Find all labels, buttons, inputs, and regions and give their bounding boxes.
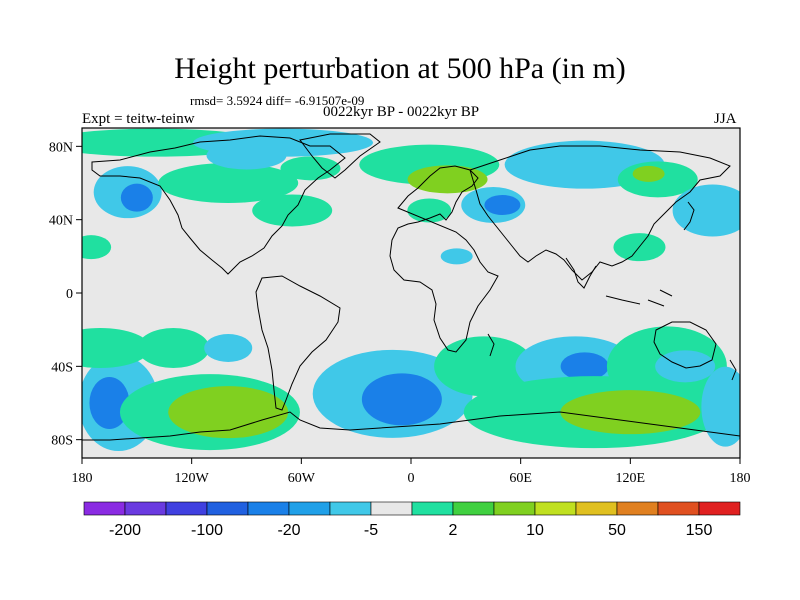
contour-region — [632, 165, 665, 182]
coastline-new-zealand — [729, 359, 737, 381]
coastline-north-america — [91, 135, 346, 275]
colorbar-swatch — [698, 501, 741, 516]
coastline-asia — [469, 145, 731, 281]
colorbar-label: 2 — [449, 522, 458, 539]
colorbar-swatch — [657, 501, 700, 516]
contour-region — [89, 377, 130, 429]
contour-region — [158, 163, 299, 203]
lat-tick-label: 80S — [51, 434, 73, 449]
coastline-south-america — [255, 275, 341, 411]
coastlines — [82, 133, 740, 441]
lon-tick-label: 60W — [288, 471, 316, 486]
coastline-japan — [683, 201, 695, 231]
lon-tick-label: 60E — [509, 471, 532, 486]
colorbar-swatch — [411, 501, 454, 516]
colorbar-swatch — [165, 501, 208, 516]
experiment-label: Expt = teitw-teinw — [82, 111, 195, 127]
colorbar-swatch — [370, 501, 413, 516]
colorbar-swatch — [329, 501, 372, 516]
colorbar-swatch — [124, 501, 167, 516]
coastline-australia — [653, 321, 717, 369]
lon-tick-label: 0 — [408, 471, 415, 486]
coastline-india — [565, 257, 597, 289]
season-label: JJA — [714, 111, 737, 127]
colorbar-label: -200 — [109, 522, 141, 539]
contour-region — [168, 386, 289, 439]
contour-region — [560, 352, 609, 381]
colorbar-swatch — [288, 501, 331, 516]
colorbar-label: 50 — [608, 522, 626, 539]
lon-tick-label: 120W — [175, 471, 210, 486]
colorbar-swatch — [534, 501, 577, 516]
contour-region — [206, 141, 287, 170]
contour-region — [137, 328, 210, 368]
colorbar-label: -100 — [191, 522, 223, 539]
colorbar-swatch — [206, 501, 249, 516]
colorbar-label: -5 — [364, 522, 378, 539]
coastline-indonesia — [605, 289, 673, 307]
contour-region — [361, 373, 442, 426]
map-title: Height perturbation at 500 hPa (in m) — [174, 52, 626, 85]
colorbar-swatch — [247, 501, 290, 516]
coastline-madagascar — [487, 333, 495, 357]
colorbar-swatch — [83, 501, 126, 516]
coastline-greenland — [299, 133, 381, 179]
colorbar-label: 10 — [526, 522, 544, 539]
contour-region — [280, 156, 341, 181]
colorbar-swatch — [575, 501, 618, 516]
contour-region — [655, 350, 716, 383]
colorbar-swatch — [616, 501, 659, 516]
contour-region — [407, 165, 488, 194]
coastline-europe-africa — [389, 165, 499, 353]
contour-region — [560, 390, 701, 435]
colorbar-swatch — [493, 501, 536, 516]
lat-tick-label: 40S — [51, 360, 73, 375]
contour-region — [701, 366, 740, 447]
contour-region — [204, 334, 253, 362]
statistics-label: rmsd= 3.5924 diff= -6.91507e-09 — [190, 93, 365, 108]
lon-tick-label: 180 — [72, 471, 93, 486]
period-label: 0022kyr BP - 0022kyr BP — [323, 104, 480, 120]
colorbar: -200 -100 -20 -5 2 10 50 150 — [83, 501, 741, 539]
contour-region — [440, 248, 473, 265]
colorbar-swatch — [452, 501, 495, 516]
lat-tick-label: 80N — [49, 140, 73, 155]
lat-tick-label: 40N — [49, 214, 73, 229]
lon-tick-label: 120E — [616, 471, 646, 486]
contour-region — [434, 336, 535, 397]
contour-region — [82, 235, 112, 260]
lon-tick-label: 180 — [730, 471, 751, 486]
coastline-antarctica — [82, 411, 740, 441]
contour-region — [120, 183, 153, 212]
colorbar-label: 150 — [686, 522, 713, 539]
lat-tick-label: 0 — [66, 287, 73, 302]
contour-region — [82, 328, 151, 368]
map-axes: 180 120W 60W 0 60E 120E 180 80N 40N 0 40S 80S — [49, 140, 751, 486]
colorbar-label: -20 — [277, 522, 300, 539]
contour-region — [484, 195, 521, 215]
contour-fields — [82, 128, 740, 451]
